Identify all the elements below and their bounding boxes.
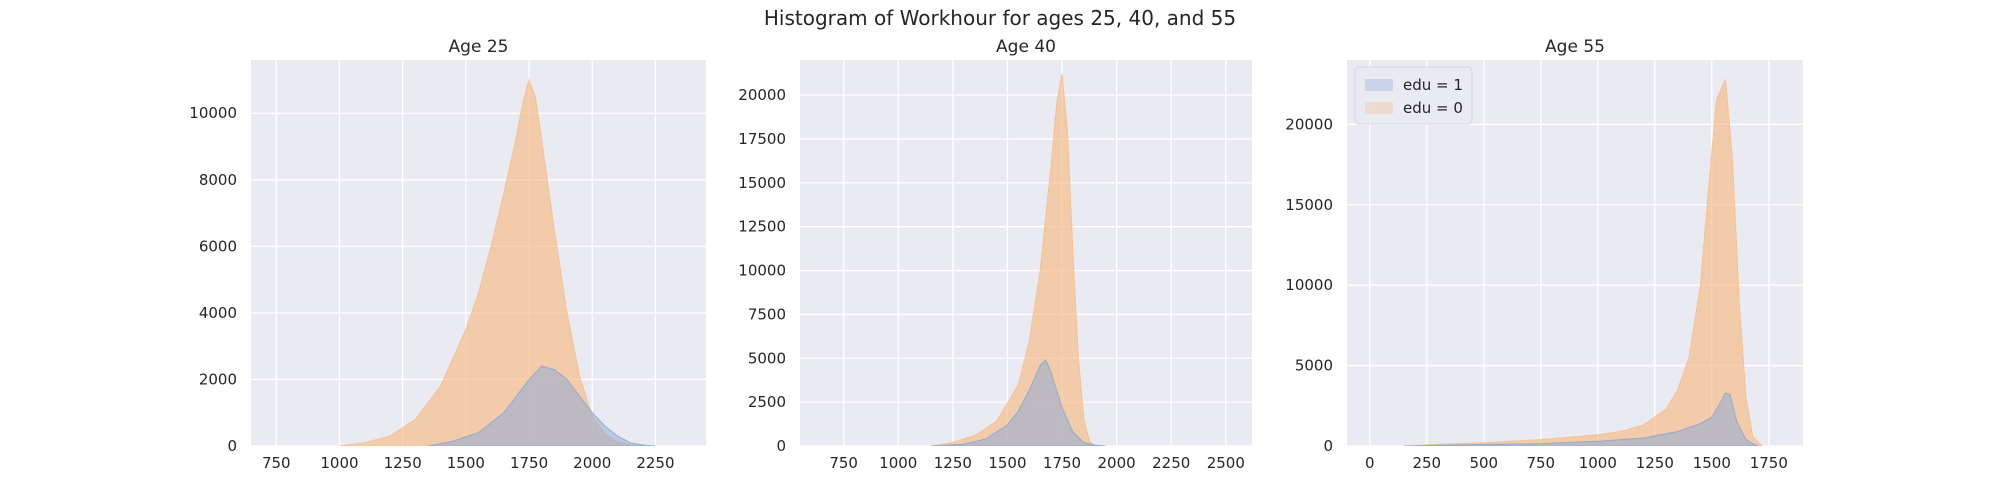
x-tick-label: 2250 bbox=[1152, 454, 1190, 472]
y-tick-label: 5000 bbox=[748, 349, 786, 367]
legend-swatch-edu0 bbox=[1365, 102, 1393, 114]
y-tick-label: 17500 bbox=[738, 130, 786, 148]
y-tick-label: 7500 bbox=[748, 305, 786, 323]
panel-age-40: Age 40 750 1000 1250 1500 1750 2000 2250 2500 0 25… bbox=[738, 37, 1252, 472]
legend-label: edu = 0 bbox=[1403, 99, 1463, 117]
y-tick-label: 2000 bbox=[199, 370, 237, 388]
legend-swatch-edu1 bbox=[1365, 79, 1393, 91]
histogram-edu0 bbox=[930, 73, 1096, 446]
x-tick-label: 750 bbox=[262, 454, 291, 472]
x-tick-label: 2000 bbox=[1098, 454, 1136, 472]
x-tick-label: 1500 bbox=[988, 454, 1026, 472]
x-tick-label: 1250 bbox=[384, 454, 422, 472]
y-tick-label: 0 bbox=[1323, 437, 1333, 455]
histogram-edu1 bbox=[427, 365, 656, 446]
y-tick-label: 2500 bbox=[748, 393, 786, 411]
y-tick-label: 15000 bbox=[738, 174, 786, 192]
y-tick-label: 8000 bbox=[199, 171, 237, 189]
x-tick-label: 1750 bbox=[1043, 454, 1081, 472]
y-tick-label: 0 bbox=[227, 437, 237, 455]
panel-age-55: Age 55 0 250 500 750 1000 1250 1500 1750 0 5000 100… bbox=[1285, 37, 1803, 472]
y-tick-label: 6000 bbox=[199, 237, 237, 255]
panel-title: Age 40 bbox=[996, 37, 1056, 57]
x-tick-label: 500 bbox=[1469, 454, 1498, 472]
x-tick-label: 1250 bbox=[934, 454, 972, 472]
y-tick-label: 15000 bbox=[1285, 196, 1333, 214]
y-tick-label: 5000 bbox=[1295, 357, 1333, 375]
y-tick-label: 20000 bbox=[738, 86, 786, 104]
histogram-edu1 bbox=[930, 359, 1106, 446]
x-tick-label: 750 bbox=[829, 454, 858, 472]
x-tick-label: 1000 bbox=[320, 454, 358, 472]
x-tick-label: 1250 bbox=[1636, 454, 1674, 472]
x-tick-label: 1000 bbox=[879, 454, 917, 472]
figure-title: Histogram of Workhour for ages 25, 40, a… bbox=[763, 6, 1237, 30]
y-tick-label: 10000 bbox=[1285, 276, 1333, 294]
y-tick-label: 20000 bbox=[1285, 115, 1333, 133]
legend-box bbox=[1354, 66, 1473, 125]
panel-title: Age 25 bbox=[449, 37, 509, 57]
x-tick-label: 250 bbox=[1412, 454, 1441, 472]
panel-title: Age 55 bbox=[1545, 37, 1605, 57]
x-tick-label: 750 bbox=[1526, 454, 1555, 472]
x-tick-label: 1000 bbox=[1579, 454, 1617, 472]
histogram-edu1 bbox=[1403, 392, 1759, 446]
legend-label: edu = 1 bbox=[1403, 76, 1463, 94]
x-tick-label: 1500 bbox=[1693, 454, 1731, 472]
x-tick-label: 1500 bbox=[447, 454, 485, 472]
y-tick-label: 10000 bbox=[189, 104, 237, 122]
y-tick-label: 0 bbox=[776, 437, 786, 455]
x-tick-label: 1750 bbox=[510, 454, 548, 472]
x-tick-label: 1750 bbox=[1750, 454, 1788, 472]
y-tick-label: 12500 bbox=[738, 218, 786, 236]
y-tick-label: 4000 bbox=[199, 304, 237, 322]
panel-age-25: Age 25 750 1000 1250 1500 1750 2000 2250 0 2000 40… bbox=[189, 37, 706, 472]
x-tick-label: 2000 bbox=[573, 454, 611, 472]
x-tick-label: 0 bbox=[1365, 454, 1375, 472]
x-tick-label: 2500 bbox=[1207, 454, 1245, 472]
x-tick-label: 2250 bbox=[636, 454, 674, 472]
legend: edu = 1 edu = 0 bbox=[1354, 66, 1473, 125]
y-tick-label: 10000 bbox=[738, 262, 786, 280]
